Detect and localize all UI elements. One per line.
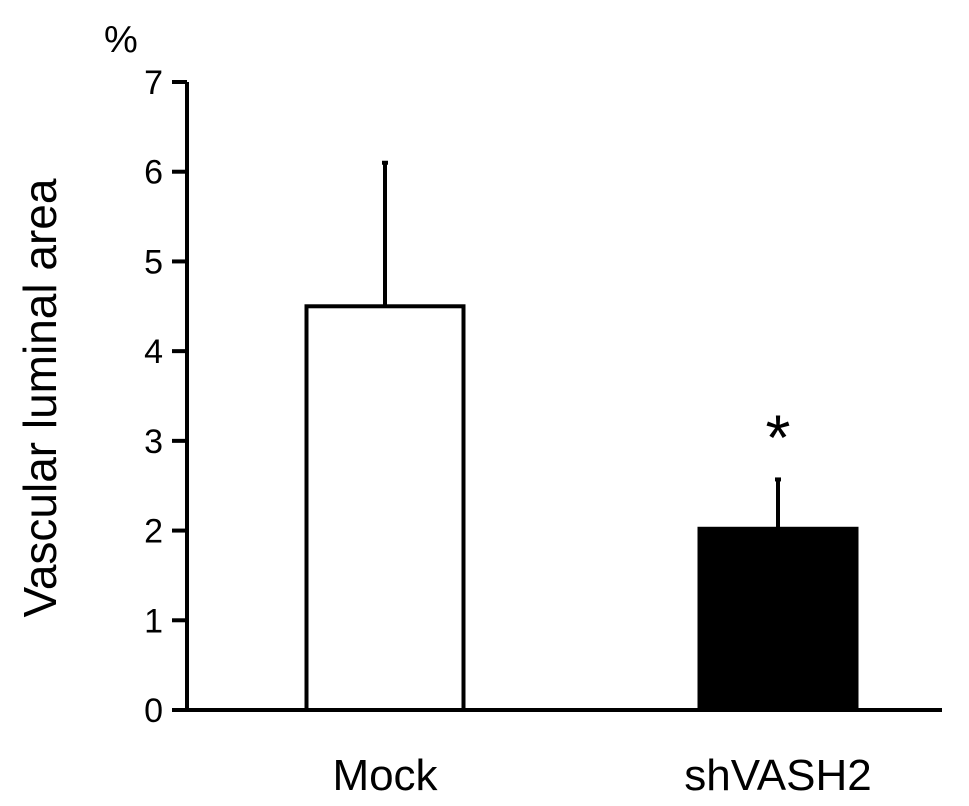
significance-marker-1: * — [766, 401, 791, 473]
y-tick-label-4: 4 — [144, 333, 163, 371]
x-category-label-0: Mock — [332, 751, 438, 800]
y-tick-label-0: 0 — [144, 692, 163, 730]
plot-area: 0 1 2 3 4 5 6 7 Mock shVASH2 * — [144, 64, 942, 800]
y-tick-label-5: 5 — [144, 243, 163, 281]
bar-mock — [304, 304, 466, 712]
y-axis-label: Vascular luminal area — [14, 178, 66, 617]
y-tick-label-6: 6 — [144, 154, 163, 192]
bar-shvash2 — [697, 526, 859, 713]
y-tick-label-2: 2 — [144, 513, 163, 551]
x-category-label-1: shVASH2 — [684, 751, 872, 800]
y-tick-label-3: 3 — [144, 423, 163, 461]
y-axis-unit: % — [104, 19, 138, 61]
y-tick-label-1: 1 — [144, 602, 163, 640]
y-tick-label-7: 7 — [144, 64, 163, 102]
